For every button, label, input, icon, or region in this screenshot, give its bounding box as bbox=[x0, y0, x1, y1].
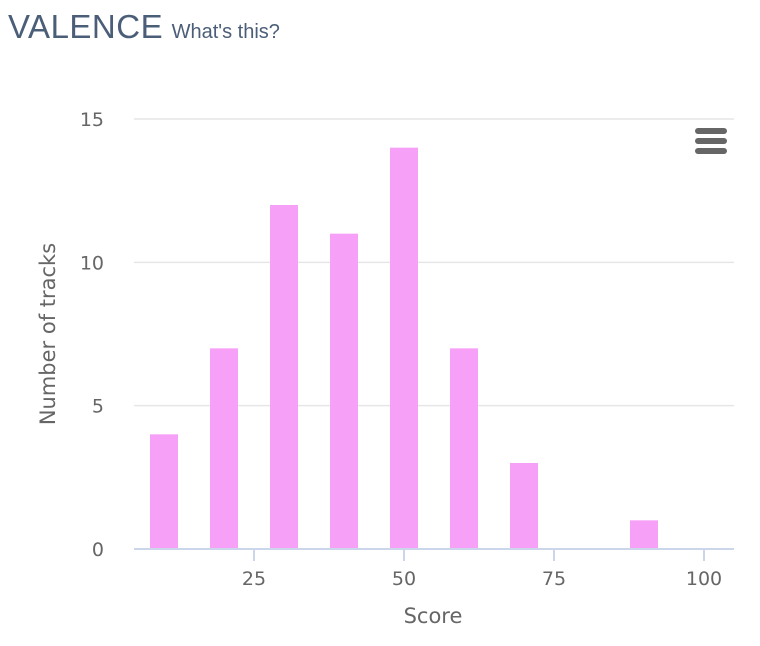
histogram-bar bbox=[210, 348, 238, 549]
histogram-bar bbox=[150, 434, 178, 549]
y-tick-label: 10 bbox=[80, 252, 104, 274]
histogram-bar bbox=[270, 205, 298, 549]
x-tick-label: 100 bbox=[686, 568, 722, 590]
chart-header: VALENCE What's this? bbox=[8, 8, 280, 46]
y-tick-label: 0 bbox=[92, 539, 104, 561]
axes: 0 5 10 15 25 50 75 100 bbox=[80, 109, 734, 590]
x-tick-label: 75 bbox=[542, 568, 566, 590]
y-tick-label: 5 bbox=[92, 396, 104, 418]
histogram-bar bbox=[630, 520, 658, 549]
chart-title: VALENCE bbox=[8, 8, 164, 45]
histogram-bar bbox=[390, 147, 418, 549]
x-axis-title: Score bbox=[404, 604, 463, 628]
y-tick-label: 15 bbox=[80, 109, 104, 131]
chart-menu-button[interactable] bbox=[692, 126, 730, 160]
histogram-bar bbox=[330, 233, 358, 549]
x-tick-label: 50 bbox=[392, 568, 416, 590]
whats-this-link[interactable]: What's this? bbox=[171, 21, 280, 43]
histogram-bar bbox=[450, 348, 478, 549]
y-axis-title: Number of tracks bbox=[36, 243, 60, 425]
x-tick-label: 25 bbox=[242, 568, 266, 590]
bars bbox=[150, 147, 658, 549]
histogram-bar bbox=[510, 463, 538, 549]
